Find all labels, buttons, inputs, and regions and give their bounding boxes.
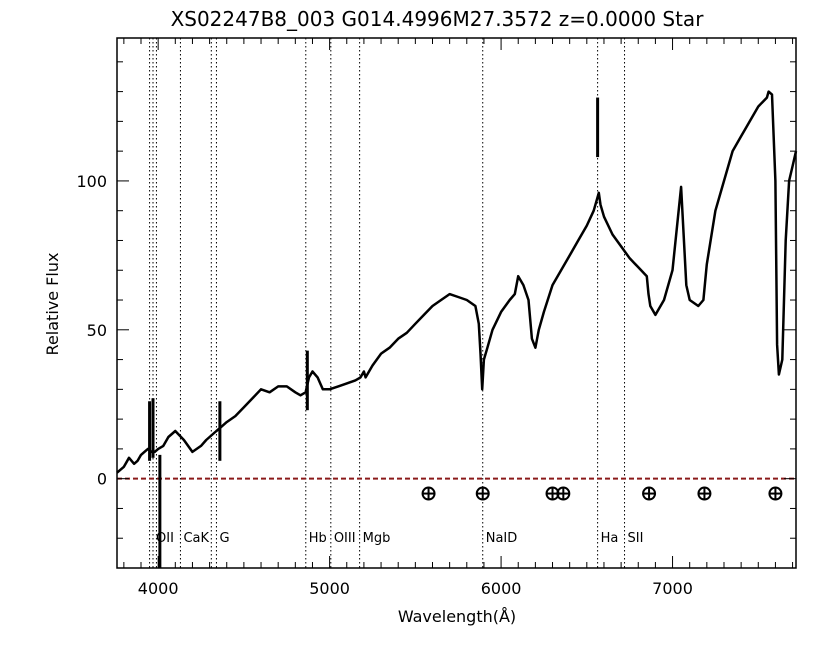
line-marker-label: Mgb	[363, 531, 391, 546]
chart-title: XS02247B8_003 G014.4996M27.3572 z=0.0000…	[171, 7, 705, 31]
x-axis-label: Wavelength(Å)	[398, 607, 516, 626]
line-marker-label: SII	[628, 531, 644, 546]
y-tick-label: 50	[87, 321, 107, 340]
line-marker-label: Hb	[309, 531, 327, 546]
plot-frame	[116, 37, 797, 569]
line-marker-label: NaID	[486, 531, 518, 546]
line-marker-label: Ha	[601, 531, 619, 546]
x-tick-label: 6000	[481, 579, 522, 598]
y-tick-label: 0	[97, 470, 107, 489]
y-axis-label: Relative Flux	[43, 253, 62, 356]
x-tick-label: 4000	[138, 579, 179, 598]
x-tick-label: 5000	[309, 579, 350, 598]
x-tick-label: 7000	[652, 579, 693, 598]
y-tick-label: 100	[76, 172, 107, 191]
spectrum-line	[116, 90, 798, 474]
line-marker-label: OIII	[334, 531, 356, 546]
line-marker-label: CaK	[183, 531, 209, 546]
line-marker-label: G	[219, 531, 229, 546]
